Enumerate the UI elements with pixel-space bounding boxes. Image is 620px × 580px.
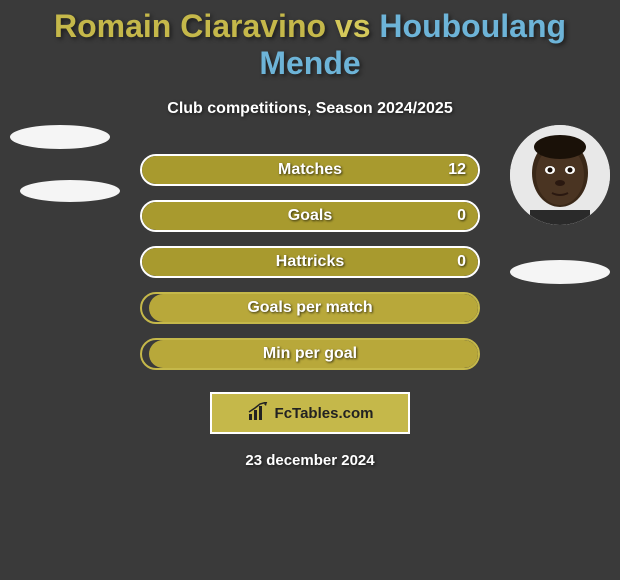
avatar-left-placeholder-1 xyxy=(10,125,110,149)
chart-icon xyxy=(247,402,271,425)
stat-value-right: 12 xyxy=(448,161,466,179)
vs-separator: vs xyxy=(335,8,371,44)
player2-badge-placeholder xyxy=(510,260,610,284)
avatar-left-placeholder-2 xyxy=(20,180,120,202)
stat-label: Goals xyxy=(288,207,332,225)
player2-avatar xyxy=(510,125,610,225)
player1-name: Romain Ciaravino xyxy=(54,8,326,44)
brand-footer: FcTables.com xyxy=(210,392,410,434)
stat-label: Min per goal xyxy=(263,345,357,363)
stat-bar-hattricks: Hattricks 0 xyxy=(140,246,480,278)
stat-bar-min-per-goal: Min per goal xyxy=(140,338,480,370)
stat-value-right: 0 xyxy=(457,207,466,225)
stat-label: Hattricks xyxy=(276,253,344,271)
brand-label: FcTables.com xyxy=(275,405,374,422)
stat-value-right: 0 xyxy=(457,253,466,271)
avatar-head-icon xyxy=(510,125,610,225)
stat-label: Matches xyxy=(278,161,342,179)
stat-bar-goals-per-match: Goals per match xyxy=(140,292,480,324)
competition-subtitle: Club competitions, Season 2024/2025 xyxy=(0,100,620,118)
stat-label: Goals per match xyxy=(247,299,372,317)
stat-bar-matches: Matches 12 xyxy=(140,154,480,186)
stat-bar-goals: Goals 0 xyxy=(140,200,480,232)
date-label: 23 december 2024 xyxy=(0,452,620,469)
comparison-title: Romain Ciaravino vs Houboulang Mende xyxy=(0,0,620,82)
